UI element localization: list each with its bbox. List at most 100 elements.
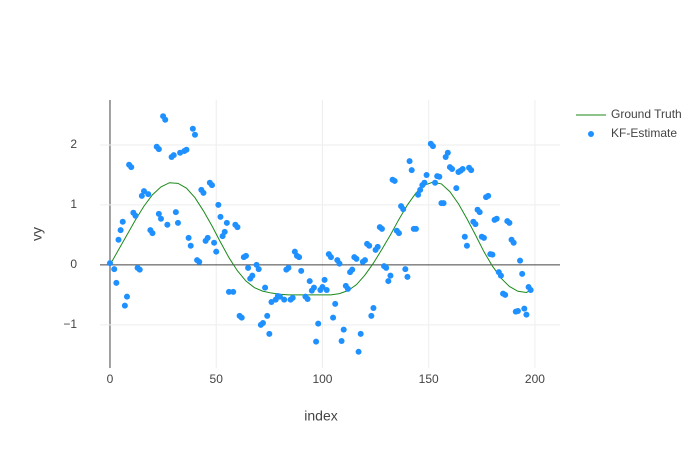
scatter-point	[429, 143, 436, 150]
scatter-point	[223, 219, 230, 226]
scatter-point	[172, 209, 179, 216]
scatter-point	[157, 215, 164, 222]
scatter-point	[344, 285, 351, 292]
scatter-point	[221, 228, 228, 235]
scatter-point	[155, 146, 162, 153]
scatter-point	[461, 233, 468, 240]
x-axis-title: index	[304, 408, 337, 424]
scatter-point	[310, 284, 317, 291]
scatter-point	[187, 242, 194, 249]
scatter-point	[502, 291, 509, 298]
scatter-point	[183, 146, 190, 153]
scatter-point	[245, 264, 252, 271]
scatter-point	[521, 305, 528, 312]
scatter-point	[353, 255, 360, 262]
scatter-point	[238, 314, 245, 321]
scatter-point	[370, 305, 377, 312]
scatter-point	[387, 272, 394, 279]
scatter-point	[321, 276, 328, 283]
y-axis-title: vy	[29, 227, 45, 241]
scatter-point	[395, 230, 402, 237]
scatter-point	[234, 224, 241, 231]
scatter-point	[412, 225, 419, 232]
legend-swatch	[588, 131, 594, 137]
scatter-point	[106, 260, 113, 267]
scatter-point	[145, 191, 152, 198]
scatter-point	[213, 248, 220, 255]
scatter-point	[336, 260, 343, 267]
x-tick-label: 150	[419, 372, 439, 386]
scatter-point	[315, 320, 322, 327]
scatter-point	[459, 165, 466, 172]
scatter-point	[306, 278, 313, 285]
scatter-point	[332, 300, 339, 307]
scatter-point	[259, 320, 266, 327]
scatter-point	[468, 167, 475, 174]
scatter-point	[266, 330, 273, 337]
scatter-point	[138, 192, 145, 199]
legend-label: Ground Truth	[611, 107, 682, 121]
scatter-point	[385, 278, 392, 285]
scatter-point	[378, 225, 385, 232]
scatter-point	[196, 258, 203, 265]
scatter-point	[264, 312, 271, 319]
scatter-point	[383, 264, 390, 271]
scatter-point	[296, 254, 303, 261]
scatter-point	[327, 254, 334, 261]
scatter-point	[289, 294, 296, 301]
y-tick-label: 0	[70, 257, 77, 271]
scatter-point	[149, 230, 156, 237]
scatter-point	[497, 272, 504, 279]
scatter-point	[444, 149, 451, 156]
scatter-point	[368, 312, 375, 319]
scatter-point	[191, 131, 198, 138]
scatter-point	[174, 219, 181, 226]
scatter-point	[402, 266, 409, 273]
scatter-point	[357, 330, 364, 337]
scatter-point	[527, 287, 534, 294]
scatter-point	[128, 164, 135, 171]
y-tick-label: 2	[70, 137, 77, 151]
scatter-point	[111, 266, 118, 273]
scatter-point	[338, 338, 345, 345]
scatter-point	[408, 167, 415, 174]
scatter-point	[374, 243, 381, 250]
scatter-point	[432, 179, 439, 186]
scatter-point	[463, 242, 470, 249]
scatter-point	[366, 242, 373, 249]
x-tick-label: 100	[312, 372, 332, 386]
scatter-point	[208, 182, 215, 189]
scatter-point	[255, 266, 262, 273]
legend-label: KF-Estimate	[611, 126, 677, 140]
scatter-point	[298, 267, 305, 274]
scatter-point	[119, 218, 126, 225]
scatter-point	[506, 219, 513, 226]
scatter-point	[123, 293, 130, 300]
scatter-point	[400, 206, 407, 213]
y-tick-label: −1	[63, 317, 77, 331]
scatter-point	[242, 252, 249, 259]
scatter-point	[285, 264, 292, 271]
scatter-point	[517, 257, 524, 264]
scatter-point	[230, 288, 237, 295]
scatter-point	[121, 302, 128, 309]
scatter-point	[211, 239, 218, 246]
scatter-point	[421, 179, 428, 186]
scatter-point	[476, 209, 483, 216]
scatter-point	[115, 236, 122, 243]
scatter-point	[440, 200, 447, 207]
scatter-point	[417, 186, 424, 193]
scatter-point	[225, 288, 232, 295]
scatter-point	[262, 284, 269, 291]
scatter-point	[323, 287, 330, 294]
scatter-point	[510, 239, 517, 246]
scatter-point	[313, 338, 320, 345]
scatter-point	[155, 210, 162, 217]
x-tick-label: 200	[525, 372, 545, 386]
scatter-point	[140, 188, 147, 195]
scatter-point	[493, 215, 500, 222]
scatter-point	[215, 201, 222, 208]
scatter-point	[304, 296, 311, 303]
scatter-point	[423, 171, 430, 178]
x-tick-label: 0	[107, 372, 114, 386]
